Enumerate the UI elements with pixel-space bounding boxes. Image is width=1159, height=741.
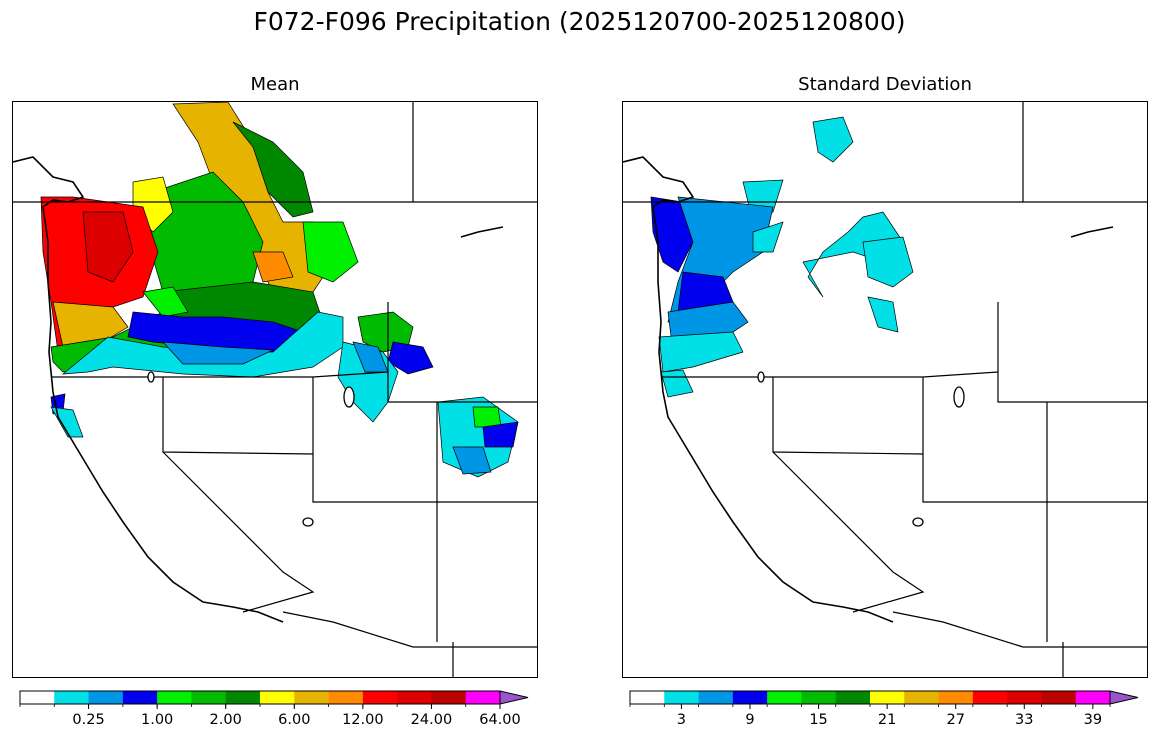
colorbar-segment bbox=[20, 691, 55, 704]
colorbar-segment bbox=[54, 691, 89, 704]
colorbar-segment bbox=[664, 691, 699, 704]
mean-region-oregon-brightgreen bbox=[142, 286, 189, 318]
colorbar-segment bbox=[1007, 691, 1042, 704]
mean-lakes bbox=[147, 371, 355, 527]
std-colorbar: 3 9 15 21 27 33 39 bbox=[629, 689, 1150, 737]
colorbar-segment bbox=[225, 691, 261, 704]
colorbar-segment bbox=[630, 691, 665, 704]
std-tick-label: 27 bbox=[946, 712, 965, 728]
colorbar-segment bbox=[767, 691, 802, 704]
mean-colorbar-svg bbox=[19, 690, 529, 709]
mean-region-idaho-blue bbox=[387, 341, 434, 375]
std-state-borders bbox=[623, 102, 1147, 677]
colorbar-segment bbox=[698, 691, 734, 704]
colorbar-segment bbox=[122, 691, 158, 704]
std-region-ca-cyan bbox=[660, 369, 694, 398]
colorbar-segment bbox=[431, 691, 467, 704]
colorbar-segment bbox=[1041, 691, 1077, 704]
mean-region-coast-darkred bbox=[82, 211, 134, 283]
std-tick-label: 39 bbox=[1083, 712, 1103, 728]
std-tick-label: 15 bbox=[809, 712, 828, 728]
colorbar-segment bbox=[938, 691, 974, 704]
std-region-idaho-cyan-3 bbox=[867, 296, 899, 333]
mean-region-east-green bbox=[302, 221, 359, 283]
colorbar-segment bbox=[88, 691, 124, 704]
mean-tick-label: 0.25 bbox=[72, 712, 105, 728]
mean-region-coast-gold bbox=[52, 301, 129, 348]
std-panel-title: Standard Deviation bbox=[798, 74, 972, 95]
colorbar-segment bbox=[397, 691, 432, 704]
mean-region-lightblue-band bbox=[162, 341, 274, 365]
mean-state-borders bbox=[13, 102, 537, 677]
mean-region-wyoming-blue bbox=[482, 421, 519, 448]
colorbar-extend-arrow bbox=[1109, 690, 1139, 705]
std-map bbox=[622, 101, 1148, 678]
colorbar-segment bbox=[904, 691, 939, 704]
std-tick-label: 9 bbox=[745, 712, 755, 728]
mean-panel-title: Mean bbox=[250, 74, 300, 95]
colorbar-segment bbox=[870, 691, 905, 704]
std-region-coast-cyan-north bbox=[752, 221, 784, 253]
std-lakes bbox=[757, 371, 965, 527]
std-region-idaho-cyan-2 bbox=[862, 236, 914, 288]
colorbar-segment bbox=[260, 691, 295, 704]
colorbar-segment bbox=[294, 691, 329, 704]
std-region-north-cyan bbox=[812, 116, 854, 163]
colorbar-segment bbox=[1075, 691, 1111, 704]
colorbar-segment bbox=[157, 691, 192, 704]
colorbar-segment bbox=[191, 691, 227, 704]
std-tick-label: 21 bbox=[877, 712, 897, 728]
mean-region-wyoming-green bbox=[472, 406, 502, 428]
mean-region-wyoming-lightblue bbox=[452, 446, 492, 475]
std-precip-regions bbox=[650, 116, 914, 398]
colorbar-segment bbox=[732, 691, 768, 704]
mean-colorbar: 0.25 1.00 2.00 6.00 12.00 24.00 64.00 bbox=[19, 689, 540, 737]
std-coastline bbox=[623, 156, 1114, 623]
colorbar-segment bbox=[465, 691, 501, 704]
colorbar-segment bbox=[835, 691, 871, 704]
std-tick-label: 3 bbox=[676, 712, 687, 728]
mean-region-north-green bbox=[232, 121, 314, 218]
mean-tick-label: 1.00 bbox=[140, 712, 174, 728]
std-colorbar-svg bbox=[629, 690, 1139, 709]
mean-region-orange-patch bbox=[252, 251, 294, 283]
mean-tick-label: 2.00 bbox=[209, 712, 242, 728]
mean-precip-regions bbox=[40, 102, 519, 478]
mean-coastline bbox=[13, 156, 504, 623]
colorbar-extend-arrow bbox=[499, 690, 529, 705]
colorbar-segment bbox=[328, 691, 364, 704]
colorbar-segment bbox=[972, 691, 1008, 704]
figure-title: F072-F096 Precipitation (2025120700-2025… bbox=[253, 7, 906, 36]
std-tick-label: 33 bbox=[1015, 712, 1034, 728]
mean-tick-label: 24.00 bbox=[410, 712, 453, 728]
mean-map bbox=[12, 101, 538, 678]
mean-tick-label: 12.00 bbox=[342, 712, 384, 728]
colorbar-segment bbox=[801, 691, 837, 704]
mean-region-nca-cyan bbox=[50, 406, 84, 438]
colorbar-segment bbox=[362, 691, 398, 704]
std-region-oregon-cyan bbox=[658, 331, 744, 373]
mean-tick-label: 6.00 bbox=[278, 712, 311, 728]
mean-tick-label: 64.00 bbox=[479, 712, 521, 728]
